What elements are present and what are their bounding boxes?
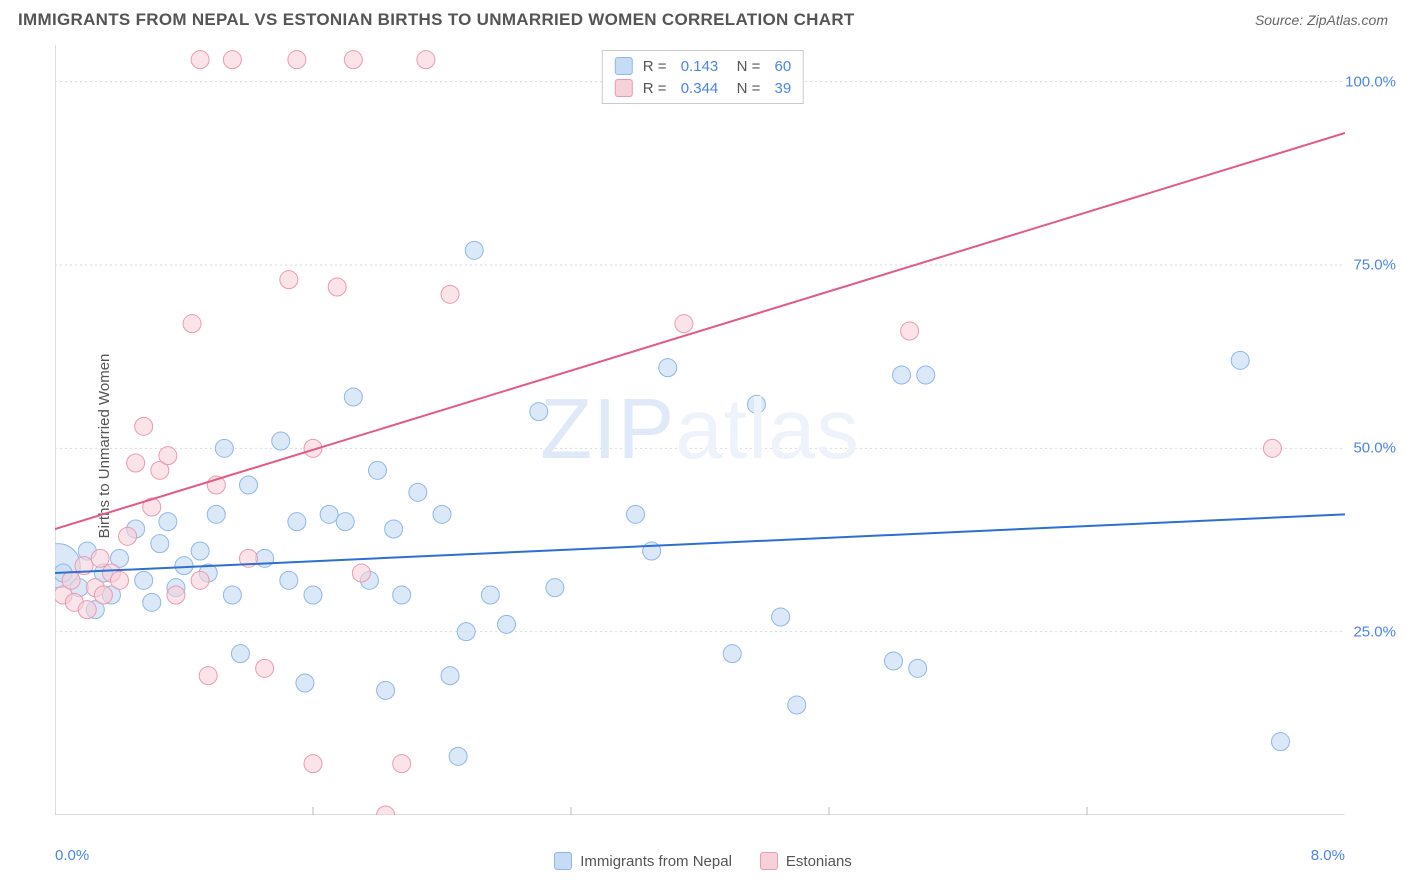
legend-n-value-estonians: 39 <box>775 80 792 97</box>
x-axis-ticks: 0.0% 8.0% <box>55 847 1345 864</box>
legend-r-label: R = <box>643 58 671 75</box>
legend-n-label: N = <box>728 58 764 75</box>
y-tick-label: 100.0% <box>1345 73 1396 90</box>
source-attribution: Source: ZipAtlas.com <box>1255 12 1388 28</box>
legend-row-nepal: R = 0.143 N = 60 <box>615 55 791 77</box>
legend-r-value-estonians: 0.344 <box>681 80 719 97</box>
y-tick-label: 50.0% <box>1353 440 1396 457</box>
legend-r-label: R = <box>643 80 671 97</box>
legend-swatch-estonians <box>615 79 633 97</box>
legend-r-value-nepal: 0.143 <box>681 58 719 75</box>
x-tick-max: 8.0% <box>1311 847 1345 864</box>
x-tick-min: 0.0% <box>55 847 89 864</box>
correlation-legend-box: R = 0.143 N = 60 R = 0.344 N = 39 <box>602 50 804 104</box>
chart-title: IMMIGRANTS FROM NEPAL VS ESTONIAN BIRTHS… <box>18 10 855 30</box>
legend-swatch-nepal <box>615 57 633 75</box>
y-tick-label: 25.0% <box>1353 623 1396 640</box>
legend-n-label: N = <box>728 80 764 97</box>
legend-row-estonians: R = 0.344 N = 39 <box>615 77 791 99</box>
scatter-plot-svg <box>55 45 1345 815</box>
plot-area: ZIPatlas <box>55 45 1345 815</box>
y-tick-label: 75.0% <box>1353 257 1396 274</box>
legend-n-value-nepal: 60 <box>775 58 792 75</box>
